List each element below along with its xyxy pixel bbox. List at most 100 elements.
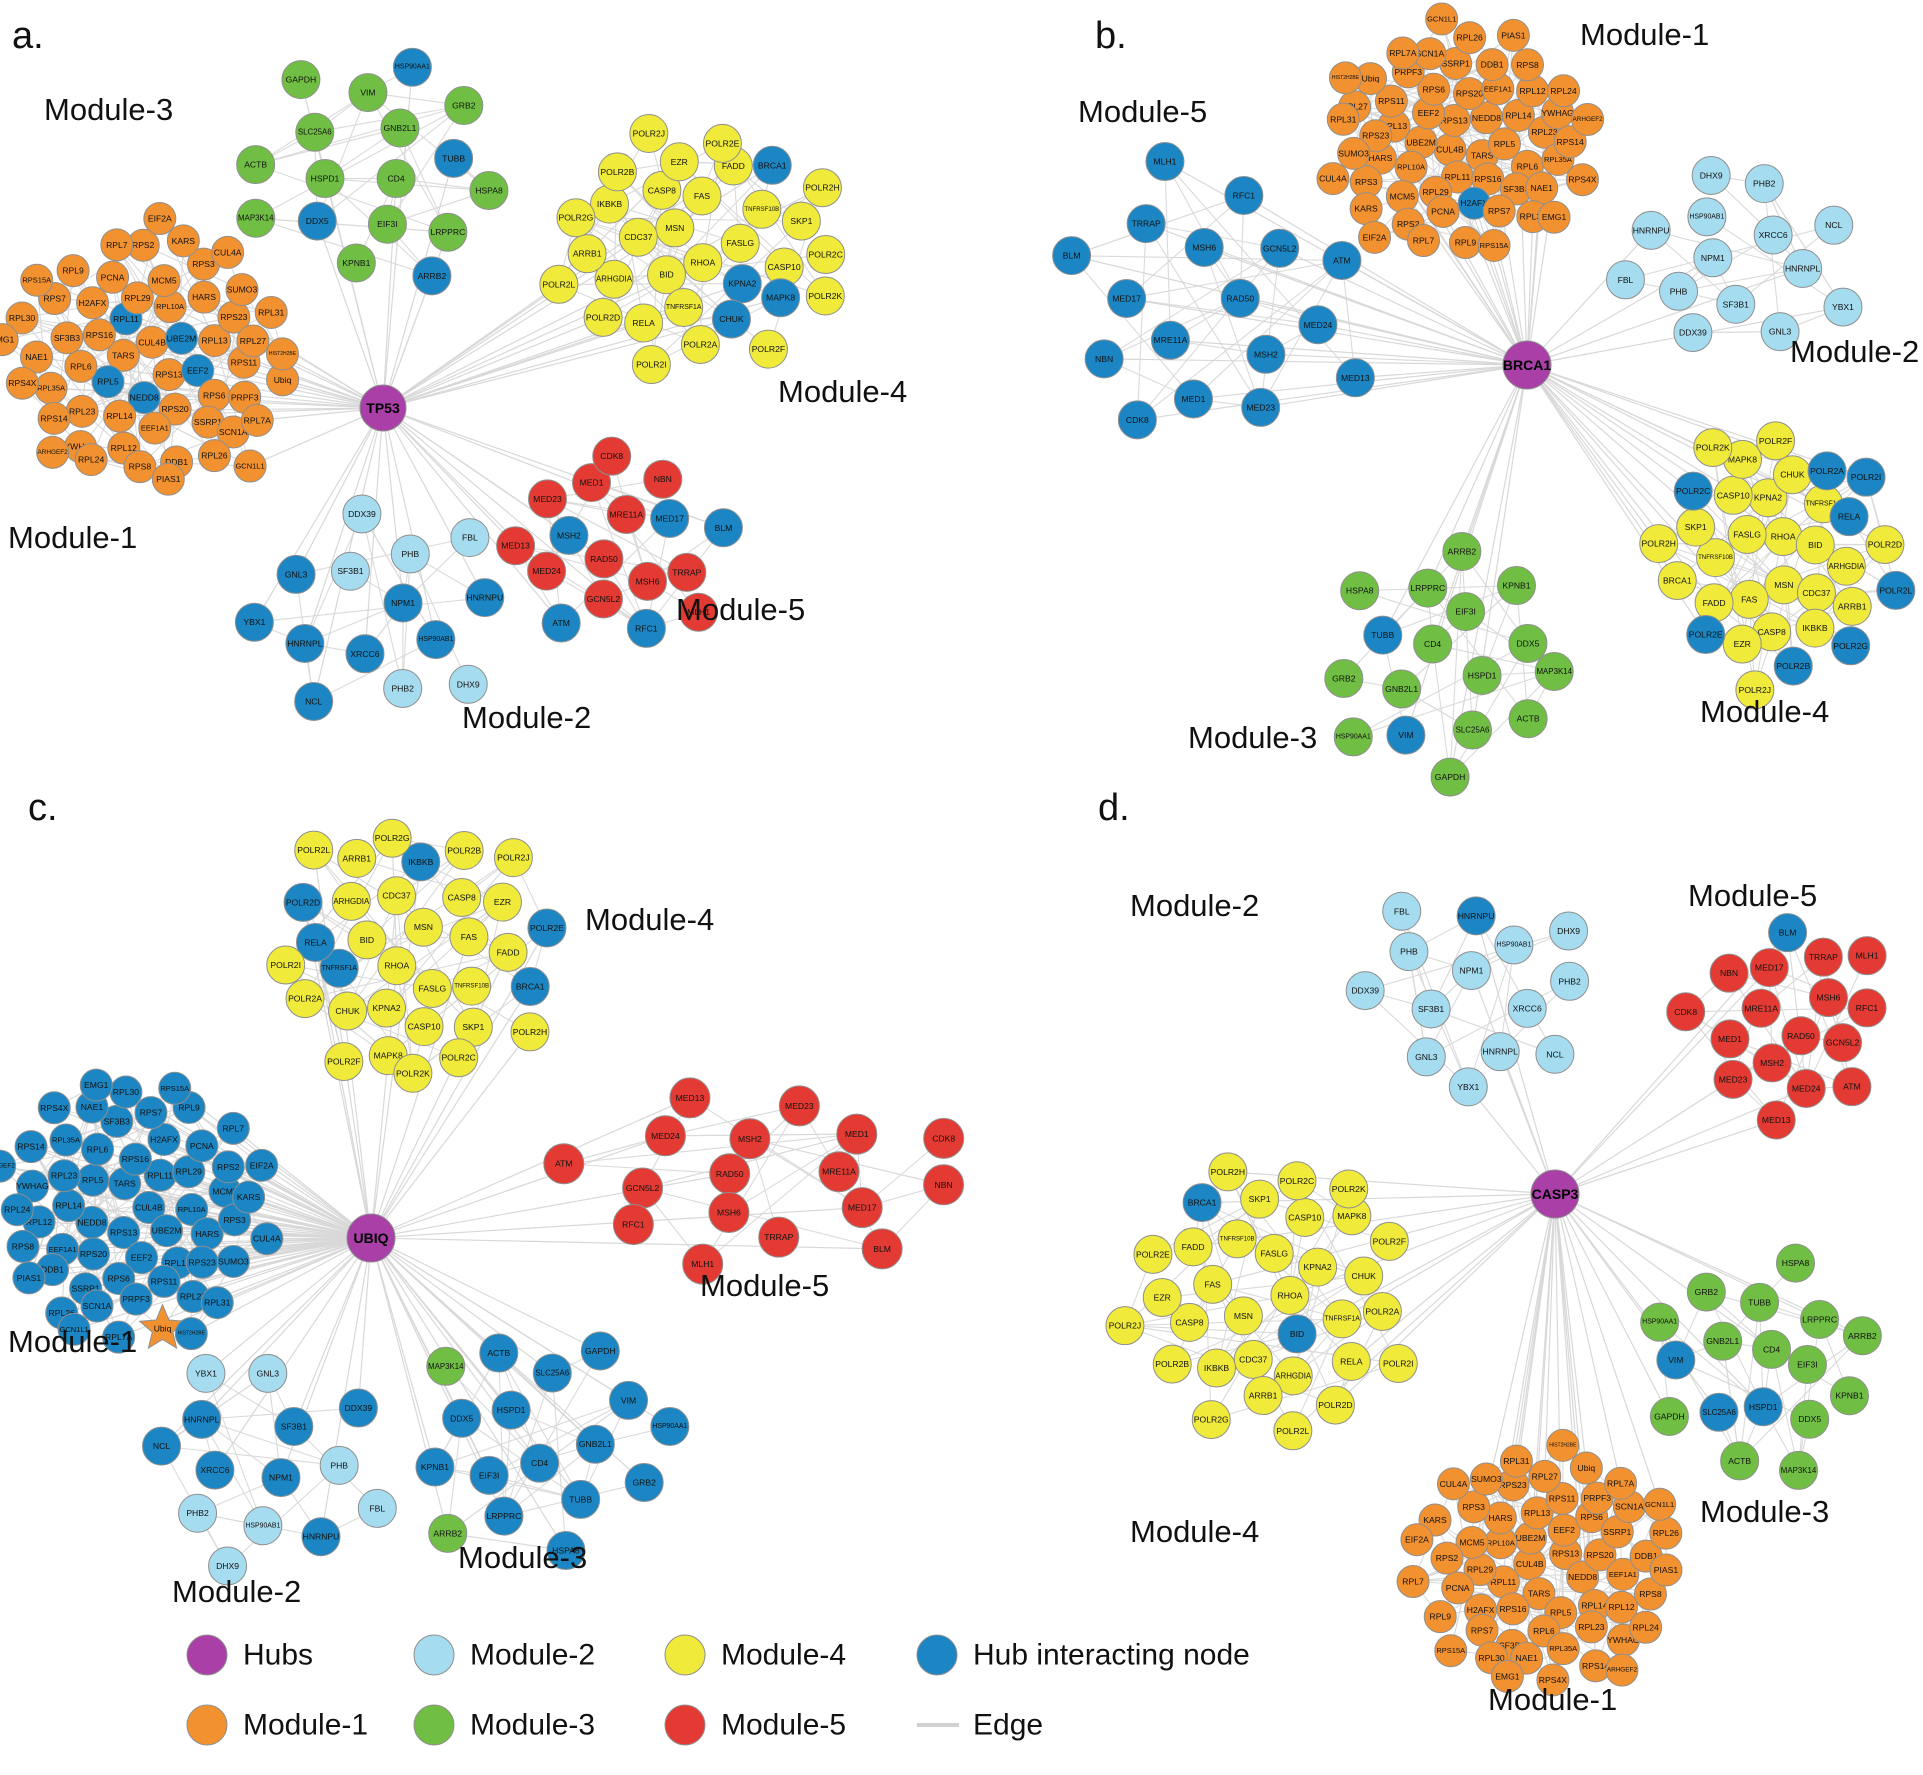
node-circle xyxy=(567,234,607,274)
node-circle xyxy=(236,145,276,185)
gene-node-RPS13: RPS13 xyxy=(152,358,186,392)
node-circle xyxy=(1676,507,1716,547)
hub-node-BRCA1: BRCA1 xyxy=(1502,340,1552,390)
gene-node-IKBKB: IKBKB xyxy=(1197,1348,1237,1388)
hub-edge xyxy=(1554,1193,1587,1469)
node-circle xyxy=(372,818,412,858)
gene-node-RPS8: RPS8 xyxy=(123,450,157,484)
gene-node-POLR2K: POLR2K xyxy=(393,1053,433,1093)
gene-node-HIST2H2BE: HIST2H2BE xyxy=(1546,1428,1580,1462)
gene-node-POLR2E: POLR2E xyxy=(527,908,567,948)
gene-node-RPL24: RPL24 xyxy=(0,1193,34,1227)
edge xyxy=(409,553,469,685)
node-circle xyxy=(761,278,801,318)
gene-node-TUBB: TUBB xyxy=(434,138,474,178)
gene-node-KPNB1: KPNB1 xyxy=(415,1447,455,1487)
gene-node-ATM: ATM xyxy=(541,603,581,643)
gene-node-PCNA: PCNA xyxy=(1426,194,1460,228)
node-circle xyxy=(1406,224,1440,258)
hub-edge xyxy=(382,407,437,640)
node-circle xyxy=(1316,162,1350,196)
node-circle xyxy=(575,1424,615,1464)
node-circle xyxy=(64,349,98,383)
gene-node-POLR2G: POLR2G xyxy=(556,198,596,238)
gene-node-GAPDH: GAPDH xyxy=(580,1331,620,1371)
module-label-b-Module-2: Module-2 xyxy=(1790,334,1919,369)
node-circle xyxy=(1446,592,1486,632)
gene-node-PRPF3: PRPF3 xyxy=(119,1282,153,1316)
gene-node-PHB: PHB xyxy=(1659,271,1699,311)
gene-node-TRRAP: TRRAP xyxy=(1803,937,1843,977)
gene-node-MRE11A: MRE11A xyxy=(818,1151,860,1193)
node-circle xyxy=(1693,428,1733,468)
node-circle xyxy=(561,1479,601,1519)
gene-node-YBX1: YBX1 xyxy=(186,1353,226,1393)
node-circle xyxy=(1605,260,1645,300)
node-circle xyxy=(1753,215,1793,255)
node-circle xyxy=(469,1455,509,1495)
node-circle xyxy=(1426,194,1460,228)
gene-node-PIAS1: PIAS1 xyxy=(151,462,185,496)
node-circle xyxy=(1394,150,1428,184)
module-label-c-Module-4: Module-4 xyxy=(585,902,714,937)
node-circle xyxy=(1605,1653,1639,1687)
gene-node-GNB2L1: GNB2L1 xyxy=(1703,1321,1743,1361)
gene-node-MSH6: MSH6 xyxy=(628,561,668,601)
gene-node-EIF3I: EIF3I xyxy=(469,1455,509,1495)
gene-node-RPS7: RPS7 xyxy=(134,1096,168,1130)
hub-edge xyxy=(1554,1193,1670,1417)
module-label-d-Module-4: Module-4 xyxy=(1130,1514,1259,1549)
gene-node-BLM: BLM xyxy=(1052,236,1092,276)
node-circle xyxy=(1315,1385,1355,1425)
node-circle xyxy=(1749,948,1789,988)
node-circle xyxy=(1145,142,1185,182)
edge xyxy=(1103,247,1281,360)
node-circle xyxy=(1490,1659,1524,1693)
gene-node-FADD: FADD xyxy=(1173,1227,1213,1267)
gene-node-GCN5L2: GCN5L2 xyxy=(1260,228,1300,268)
gene-node-CD4: CD4 xyxy=(520,1443,560,1483)
gene-node-RPL23: RPL23 xyxy=(47,1159,81,1193)
node-circle xyxy=(415,1447,455,1487)
node-circle xyxy=(1569,1451,1603,1485)
gene-node-NBN: NBN xyxy=(923,1164,965,1206)
gene-node-VIM: VIM xyxy=(1656,1340,1696,1380)
node-circle xyxy=(76,1163,110,1197)
gene-node-HNRNPU: HNRNPU xyxy=(465,578,505,618)
node-circle xyxy=(393,1053,433,1093)
hub-edge xyxy=(1526,364,1660,544)
node-circle xyxy=(469,171,509,211)
gene-node-POLR2D: POLR2D xyxy=(283,882,323,922)
node-circle xyxy=(342,494,382,534)
node-circle xyxy=(234,602,274,642)
node-circle xyxy=(380,108,420,148)
module-a-Module-5: RAD50MRE11AMSH6MSH2MED17GCN5L2MED1TRRAPM… xyxy=(496,436,743,648)
edge xyxy=(650,227,676,365)
edge xyxy=(1172,1333,1298,1365)
gene-node-CD4: CD4 xyxy=(376,159,416,199)
node-circle xyxy=(392,47,432,87)
node-circle xyxy=(1169,1302,1209,1342)
node-circle xyxy=(1583,1538,1617,1572)
node-circle xyxy=(1496,566,1536,606)
gene-node-POLR2K: POLR2K xyxy=(805,276,845,316)
gene-node-RPL7A: RPL7A xyxy=(240,403,274,437)
node-circle xyxy=(1781,1016,1821,1056)
node-circle xyxy=(434,138,474,178)
node-circle xyxy=(1657,561,1697,601)
gene-node-RPS20: RPS20 xyxy=(76,1237,110,1271)
hub-label: UBIQ xyxy=(354,1230,389,1246)
node-circle xyxy=(1574,1610,1608,1644)
gene-node-RPS8: RPS8 xyxy=(6,1229,40,1263)
node-circle xyxy=(319,948,359,988)
node-circle xyxy=(452,966,492,1006)
gene-node-HNRNPL: HNRNPL xyxy=(1480,1032,1520,1072)
node-circle xyxy=(1686,1272,1726,1312)
gene-node-MED1: MED1 xyxy=(836,1113,878,1155)
gene-node-DDX5: DDX5 xyxy=(1790,1399,1830,1439)
node-circle xyxy=(1795,608,1835,648)
gene-node-RAD50: RAD50 xyxy=(584,539,624,579)
node-circle xyxy=(1363,615,1403,655)
node-circle xyxy=(1876,570,1916,610)
node-circle xyxy=(711,299,751,339)
